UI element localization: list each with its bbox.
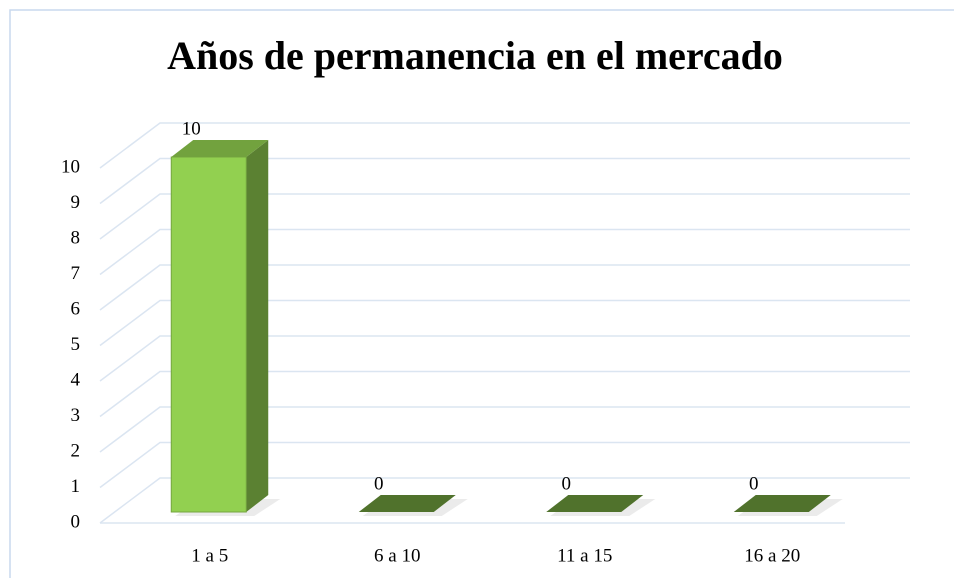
grid-line [99, 228, 910, 276]
y-tick-label: 1 [71, 476, 81, 497]
data-label: 0 [562, 473, 572, 494]
x-tick-label: 6 a 10 [374, 545, 420, 566]
x-tick-label: 1 a 5 [191, 545, 228, 566]
bar-top [358, 495, 456, 512]
grid-line [99, 441, 910, 489]
data-label: 0 [374, 473, 384, 494]
grid-line [99, 335, 910, 382]
y-tick-label: 7 [71, 263, 81, 284]
grid-line [99, 406, 910, 453]
chart-title: Años de permanencia en el mercado [167, 33, 783, 78]
y-tick-label: 3 [71, 405, 81, 426]
y-tick-label: 2 [71, 440, 81, 461]
bar-top [546, 495, 644, 512]
grid-line [99, 122, 910, 169]
y-tick-label: 9 [71, 192, 81, 213]
bar-top [171, 140, 269, 157]
grid-line [99, 299, 910, 347]
bar-side [246, 140, 269, 512]
grid-line [99, 193, 910, 240]
x-tick-label: 16 a 20 [744, 545, 800, 566]
y-tick-label: 6 [71, 298, 81, 319]
y-tick-label: 10 [61, 156, 80, 177]
grid-line [99, 157, 910, 205]
y-tick-label: 4 [71, 369, 81, 390]
data-label: 0 [749, 473, 759, 494]
grid-line [99, 477, 910, 524]
y-tick-label: 0 [71, 511, 81, 532]
y-tick-label: 8 [71, 227, 81, 248]
bar-top [733, 495, 831, 512]
chart-frame [9, 9, 954, 578]
grid-line [99, 370, 910, 418]
grid-line [99, 264, 910, 311]
y-tick-label: 5 [71, 334, 81, 355]
bar [170, 156, 247, 513]
x-tick-label: 11 a 15 [557, 545, 612, 566]
data-label: 10 [182, 118, 201, 139]
